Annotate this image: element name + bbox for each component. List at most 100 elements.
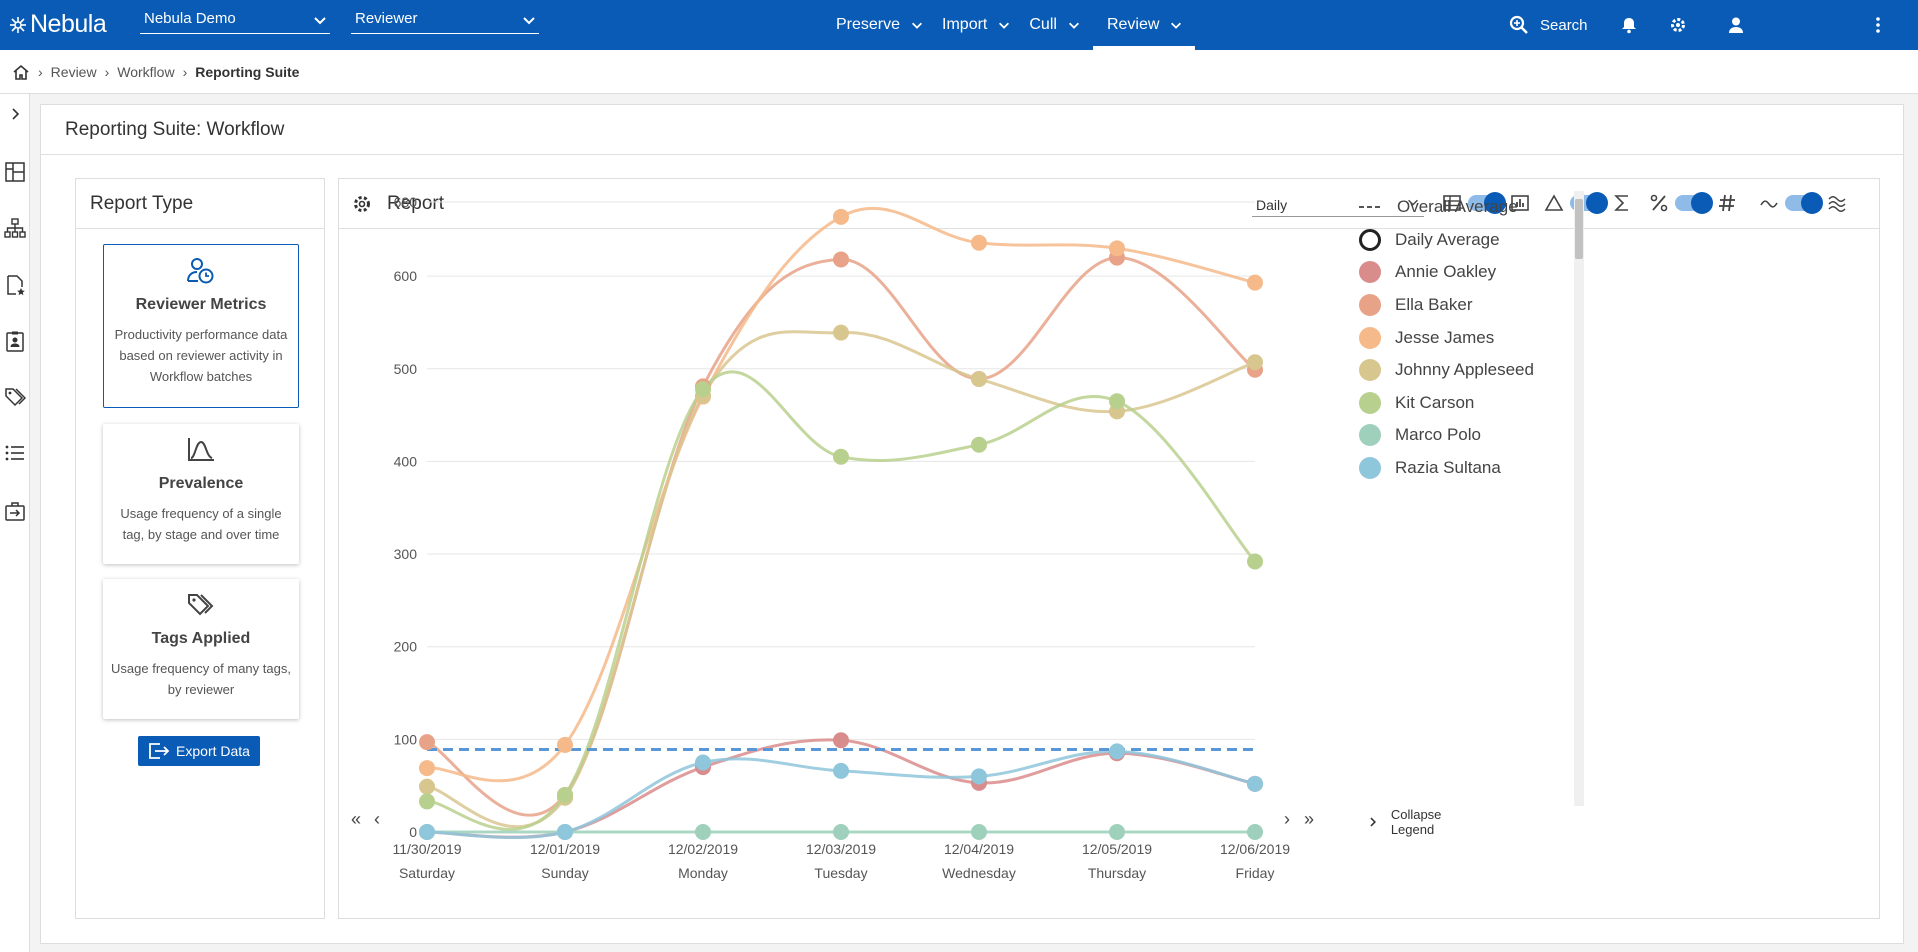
- breadcrumb-workflow[interactable]: Workflow: [117, 63, 175, 80]
- data-point: [419, 778, 435, 795]
- collapse-legend-button[interactable]: Collapse Legend: [1357, 804, 1487, 840]
- y-tick-label: 0: [409, 824, 417, 840]
- role-select[interactable]: Reviewer: [351, 10, 539, 34]
- sidebar-item-tags[interactable]: [3, 385, 27, 409]
- data-point: [419, 760, 435, 777]
- prevalence-card[interactable]: Prevalence Usage frequency of a single t…: [103, 424, 299, 564]
- export-icon: [149, 743, 170, 759]
- first-page-button[interactable]: «: [351, 809, 362, 829]
- legend-item[interactable]: Kit Carson: [1351, 387, 1576, 420]
- series-line: [426, 256, 1256, 817]
- nav-review[interactable]: Review: [1092, 0, 1196, 50]
- data-point: [1247, 274, 1263, 291]
- top-bar: Nebula Nebula Demo Reviewer Preserve Imp…: [0, 0, 1918, 50]
- nav-preserve-label: Preserve: [836, 16, 901, 33]
- export-data-button[interactable]: Export Data: [138, 736, 260, 766]
- export-data-label: Export Data: [176, 743, 250, 759]
- data-point: [971, 824, 987, 840]
- toggle-knob: [1586, 192, 1608, 214]
- tags-icon: [5, 388, 26, 407]
- data-point: [971, 436, 987, 453]
- legend-item-overall-average[interactable]: Overall Average: [1351, 191, 1576, 224]
- chevron-down-icon[interactable]: [910, 18, 924, 32]
- sidebar-item-list[interactable]: [3, 441, 27, 465]
- legend-item[interactable]: Annie Oakley: [1351, 256, 1576, 289]
- app-logo[interactable]: Nebula: [8, 10, 107, 39]
- sidebar-item-export[interactable]: [3, 499, 27, 523]
- data-point: [1247, 354, 1263, 371]
- more-menu-button[interactable]: [1870, 0, 1886, 50]
- x-day-label: Friday: [1236, 865, 1275, 881]
- divider: [339, 228, 1879, 229]
- reviewer-metrics-card[interactable]: Reviewer Metrics Productivity performanc…: [103, 244, 299, 408]
- last-page-button[interactable]: »: [1304, 809, 1315, 829]
- nav-import-label: Import: [942, 16, 988, 33]
- data-point: [833, 324, 849, 341]
- home-icon[interactable]: [12, 63, 30, 81]
- y-tick-label: 680: [394, 194, 418, 210]
- period-select[interactable]: Daily: [1252, 191, 1424, 217]
- legend-item-daily-average[interactable]: Daily Average: [1351, 224, 1576, 257]
- expand-sidebar-button[interactable]: [3, 102, 27, 126]
- table-chart-toggle[interactable]: [1468, 192, 1506, 214]
- legend-scrollbar[interactable]: [1574, 191, 1584, 806]
- x-day-label: Monday: [678, 865, 728, 881]
- card-title: Tags Applied: [151, 630, 251, 647]
- briefcase-export-icon: [5, 502, 25, 521]
- table-icon: [1443, 195, 1461, 211]
- line-stack-toggle-group: [1759, 192, 1847, 214]
- chevron-down-icon[interactable]: [997, 18, 1011, 32]
- legend-item[interactable]: Jesse James: [1351, 321, 1576, 354]
- role-select-value: Reviewer: [355, 10, 418, 27]
- data-point: [971, 234, 987, 251]
- sidebar-item-clipboard-user[interactable]: [3, 329, 27, 353]
- list-icon: [5, 445, 24, 461]
- toggle-knob: [1801, 192, 1823, 214]
- y-tick-label: 300: [394, 546, 418, 562]
- scrollbar-thumb[interactable]: [1575, 199, 1583, 259]
- dashboard-icon: [5, 162, 25, 182]
- divider: [41, 154, 1903, 155]
- sidebar-item-hierarchy[interactable]: [3, 216, 27, 240]
- project-select[interactable]: Nebula Demo: [140, 10, 330, 34]
- nav-import[interactable]: Import: [936, 0, 1023, 50]
- percent-icon: [1650, 194, 1668, 212]
- data-point: [1109, 824, 1125, 840]
- line-icon: [1760, 200, 1778, 208]
- bar-chart-icon: [1511, 195, 1529, 211]
- settings-button[interactable]: [1669, 0, 1687, 50]
- card-title: Prevalence: [158, 475, 244, 492]
- legend-label: Ella Baker: [1395, 295, 1473, 315]
- percent-number-toggle[interactable]: [1675, 192, 1713, 214]
- tags-applied-card[interactable]: Tags Applied Usage frequency of many tag…: [103, 579, 299, 719]
- x-tick-label: 12/01/2019: [530, 841, 600, 857]
- line-stack-toggle[interactable]: [1785, 192, 1823, 214]
- chevron-down-icon[interactable]: [1169, 18, 1183, 32]
- nav-cull[interactable]: Cull: [1023, 0, 1093, 50]
- previous-page-button[interactable]: ‹: [374, 809, 380, 829]
- sidebar-item-document-star[interactable]: [3, 273, 27, 297]
- x-day-label: Tuesday: [814, 865, 867, 881]
- search-button[interactable]: Search: [1508, 0, 1588, 50]
- user-button[interactable]: [1727, 0, 1745, 50]
- chevron-down-icon[interactable]: [1067, 18, 1081, 32]
- breadcrumb-review[interactable]: Review: [50, 63, 97, 80]
- gear-icon[interactable]: [352, 194, 372, 214]
- notifications-button[interactable]: [1620, 0, 1638, 50]
- next-page-button[interactable]: ›: [1284, 809, 1290, 829]
- legend-item[interactable]: Marco Polo: [1351, 419, 1576, 452]
- data-point: [1109, 743, 1125, 760]
- table-chart-toggle-group: [1442, 192, 1530, 214]
- x-day-label: Saturday: [399, 865, 455, 881]
- data-point: [695, 381, 711, 398]
- legend-swatch: [1359, 359, 1381, 382]
- sidebar-item-dashboard[interactable]: [3, 160, 27, 184]
- legend-item[interactable]: Johnny Appleseed: [1351, 354, 1576, 387]
- y-tick-label: 600: [394, 268, 418, 284]
- legend-item[interactable]: Ella Baker: [1351, 289, 1576, 322]
- legend-item[interactable]: Razia Sultana: [1351, 452, 1576, 485]
- report-type-title: Report Type: [90, 193, 194, 214]
- nav-preserve[interactable]: Preserve: [830, 0, 936, 50]
- chevron-right-icon: [1370, 817, 1377, 827]
- nav-review-label: Review: [1106, 16, 1160, 33]
